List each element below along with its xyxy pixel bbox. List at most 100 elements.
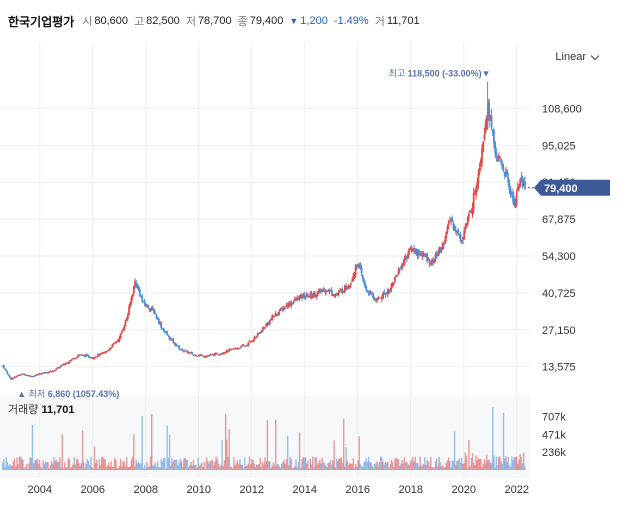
candle-body [509,188,512,196]
volume-bar [208,463,210,470]
volume-bar [93,446,96,470]
candle-body [397,269,400,275]
candle-body [152,307,154,310]
volume-bar [450,467,452,470]
candle-body [169,339,172,341]
volume-bar [433,467,436,470]
volume-bar [487,460,489,470]
volume-bar [115,459,117,470]
volume-bar [420,465,422,470]
volume-bar [465,455,468,470]
y-tick-label: 27,150 [542,325,576,337]
candle-body [383,292,386,295]
candle-body [236,348,239,350]
candle-body [184,350,187,352]
volume-bar [394,458,396,470]
candle-body [309,293,312,296]
candle-body [268,319,271,325]
volume-bar [426,459,428,470]
volume-bar [343,418,345,470]
candle-body [401,264,404,268]
candle-body [57,367,60,369]
candle-body [304,296,307,298]
volume-bar [130,460,133,470]
candle-body [278,311,281,315]
volume-bar [189,465,191,470]
volume-bar [303,457,306,470]
volume-bar [493,455,495,470]
volume-bar [271,465,273,470]
volume-bar [153,464,155,470]
volume-bar [111,466,114,470]
candle-body [477,173,480,184]
volume-bar [415,462,418,470]
volume-bar [419,456,421,470]
volume-bar [128,467,130,470]
volume-bar [230,466,233,470]
volume-bar [381,457,383,470]
volume-bar [75,458,78,470]
volume-bar [350,463,352,470]
volume-bar [85,463,87,470]
volume-bar [489,462,492,470]
candle-body [138,289,141,296]
candle-body [174,342,177,346]
candle-body [31,376,34,378]
candle-body [178,345,181,350]
candle-body [225,350,228,353]
candle-body [494,142,497,154]
candle-body [373,297,376,299]
candle-body [317,290,320,292]
volume-bar [434,461,437,470]
volume-bar [467,467,469,470]
volume-bar [68,459,71,470]
volume-bar [292,467,295,470]
candle-body [311,295,314,299]
candle-body [426,254,429,262]
candle-body [153,309,155,314]
volume-bar [24,466,27,470]
volume-bar [498,456,500,470]
candle-body [376,298,378,301]
candle-body [11,378,14,380]
candle-body [36,374,39,376]
volume-bar [277,464,279,470]
volume-bar [511,456,513,470]
candle-body [18,375,21,377]
candle-body [185,350,188,352]
candle-body [194,354,197,356]
volume-bar [201,462,203,470]
scale-selector[interactable]: Linear [555,51,600,63]
candle-body [74,358,77,360]
candle-body [179,349,182,351]
volume-bar [265,461,267,470]
volume-bar [352,458,354,470]
candle-body [508,183,511,191]
volume-bar [232,468,234,470]
volume-bar [518,459,520,470]
volume-bar [313,467,315,470]
volume-bar [123,462,125,470]
candle-body [408,248,411,253]
volume-bar [102,456,104,470]
candle-body [386,290,389,295]
volume-bar [180,461,183,470]
volume-bar [259,457,261,470]
volume-bar [48,468,50,470]
volume-bar [260,466,263,470]
volume-bar [474,465,476,470]
candle-body [181,349,184,352]
candle-body [388,289,390,292]
candle-body [465,223,468,228]
volume-bar [12,460,15,470]
candle-body [227,350,229,352]
candle-body [410,247,413,252]
volume-bar [509,466,512,470]
volume-bar [368,456,370,470]
candle-body [280,308,283,310]
candle-body [173,342,176,344]
volume-bar [354,463,357,470]
candle-body [55,368,58,370]
candle-body [348,285,351,288]
